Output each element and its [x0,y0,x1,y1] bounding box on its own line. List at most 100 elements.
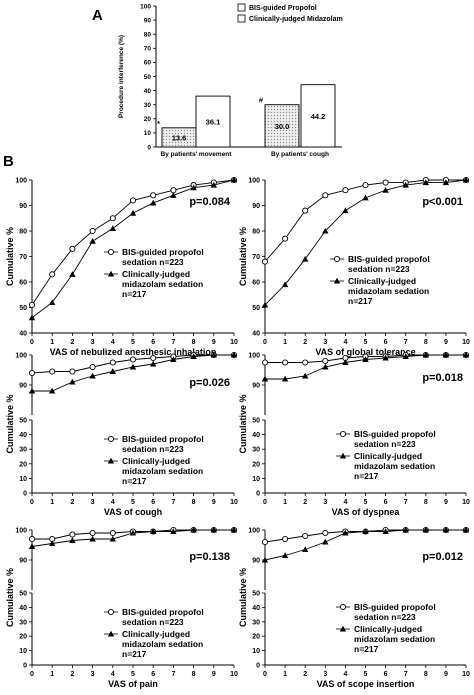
x-tick-label: 3 [323,339,327,346]
y-tick-label: 40 [19,605,27,612]
x-tick-label: 5 [364,671,368,678]
data-point-triangle [49,540,56,547]
data-point-triangle [129,529,137,536]
y-tick-label: 50 [19,591,27,598]
x-tick-label: 6 [151,499,155,506]
y-tick-label: 90 [19,203,27,210]
data-point-triangle [49,299,56,305]
y-tick-label: 40 [252,432,260,439]
data-point-triangle [190,526,197,533]
y-tick-label: 100 [248,178,260,185]
data-point-triangle [109,225,116,232]
data-point-triangle [170,192,177,198]
x-axis-title: VAS of dyspnea [332,507,401,517]
data-point-triangle [230,526,238,533]
p-value-label: p=0.012 [422,551,463,563]
data-point-triangle [150,528,157,535]
data-point-circle [282,535,289,543]
x-tick-label: 10 [462,499,470,506]
x-tick-label: 7 [171,499,175,506]
y-tick-label: 50 [19,305,27,312]
x-tick-label: 1 [283,671,287,678]
data-point-circle [69,531,76,538]
data-point-triangle [462,176,470,183]
data-point-triangle [442,351,450,358]
data-point-triangle [190,353,197,360]
data-point-triangle [362,194,369,201]
x-tick-label: 3 [323,671,327,678]
data-point-triangle [230,176,238,183]
x-axis-title: VAS of scope insertion [317,679,415,689]
y-tick-label: 30 [252,619,260,626]
data-point-triangle [362,356,369,363]
x-tick-label: 0 [30,339,34,346]
p-value-label: p=0.018 [422,372,463,384]
x-tick-label: 9 [212,499,216,506]
x-tick-label: 3 [91,499,95,506]
legend-marker-triangle [107,270,115,277]
data-point-triangle [422,179,429,186]
x-tick-label: 4 [111,499,115,506]
legend-label: Clinically-judged [122,629,190,639]
p-value-label: p<0.001 [422,196,463,208]
x-tick-label: 2 [303,339,307,346]
y-tick-label: 20 [144,116,152,123]
data-point-circle [89,227,96,235]
data-point-circle [362,182,369,189]
data-point-circle [49,271,56,278]
legend-marker-triangle [107,457,115,464]
x-tick-label: 5 [131,339,135,346]
data-point-triangle [322,363,329,370]
x-tick-label: 8 [192,671,196,678]
y-tick-label: 60 [19,280,27,287]
x-tick-label: 1 [50,499,54,506]
legend-label: BIS-guided Propofol [249,5,317,12]
y-tick-label: 90 [252,558,260,565]
p-value-label: p=0.084 [189,196,231,208]
data-point-triangle [342,529,349,536]
x-tick-label: 8 [192,339,196,346]
x-tick-label: 10 [230,671,238,678]
data-point-triangle [210,351,217,358]
legend-marker-circle [333,255,341,263]
legend-label: Clinically-judged Midazolam [249,16,343,23]
data-point-triangle [302,546,309,553]
legend-label: n=217 [122,476,147,486]
y-tick-label: 100 [15,178,27,185]
data-point-triangle [462,351,470,358]
x-tick-label: 1 [50,339,54,346]
data-point-triangle [69,537,76,544]
x-tick-label: 2 [303,499,307,506]
y-tick-label: 60 [144,60,152,67]
x-tick-label: 3 [323,499,327,506]
bar-midazolam-cough [300,84,336,148]
legend-marker-circle [339,603,347,611]
data-point-circle [322,529,329,537]
data-point-triangle [422,351,429,358]
y-tick-label: 10 [144,130,152,137]
p-value-label: p=0.026 [189,377,230,389]
x-tick-label: 10 [462,339,470,346]
x-tick-label: 5 [364,339,368,346]
y-tick-label: 50 [144,74,152,81]
y-tick-label: 30 [19,619,27,626]
data-point-triangle [190,184,197,191]
y-tick-label: 80 [19,229,27,236]
data-point-triangle [462,526,470,533]
data-point-triangle [302,372,309,379]
x-tick-label: 9 [444,339,448,346]
y-axis-title: Cumulative % [5,394,15,453]
y-tick-label: 30 [144,102,152,109]
x-tick-label: 4 [111,339,115,346]
y-tick-label: 80 [144,32,152,39]
x-tick-label: 8 [192,499,196,506]
x-tick-label: 7 [404,499,408,506]
data-point-triangle [210,181,217,188]
x-category-label: By patients' cough [271,151,329,158]
x-tick-label: 4 [111,671,115,678]
x-category-label: By patients' movement [161,151,233,158]
y-tick-label: 10 [252,476,260,483]
data-point-triangle [109,368,116,375]
